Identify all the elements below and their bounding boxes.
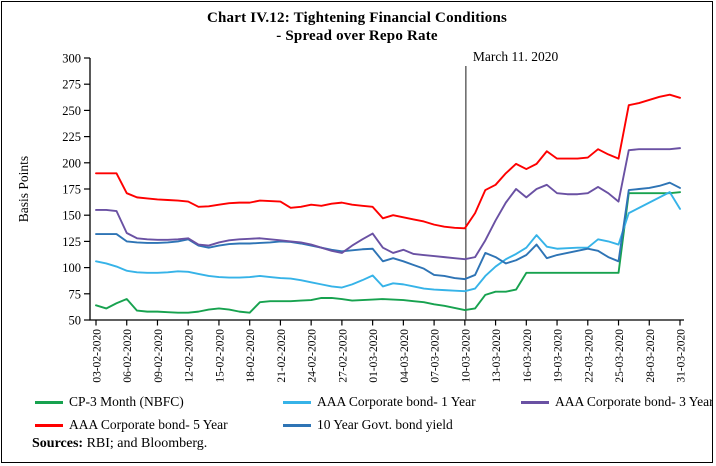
- x-tick-label: 07-03-2020: [430, 329, 442, 383]
- x-tick-label: 16-03-2020: [522, 329, 534, 383]
- x-tick-label: 25-03-2020: [614, 329, 626, 383]
- y-tick-label: 100: [62, 261, 81, 275]
- x-tick-label: 04-03-2020: [399, 329, 411, 383]
- y-tick-label: 75: [69, 287, 82, 301]
- x-tick-label: 12-02-2020: [184, 329, 196, 383]
- x-tick-label: 06-02-2020: [122, 329, 134, 383]
- chart-title-line2: - Spread over Repo Rate: [276, 28, 438, 44]
- y-tick-label: 175: [62, 183, 81, 197]
- x-tick-label: 24-02-2020: [307, 329, 319, 383]
- sources-label: Sources:: [32, 436, 84, 451]
- y-tick-label: 225: [62, 130, 81, 144]
- y-tick-label: 275: [62, 78, 81, 92]
- x-tick-label: 22-03-2020: [583, 329, 595, 383]
- legend-row-2: AAA Corporate bond- 5 Year 10 Year Govt. …: [35, 416, 695, 434]
- legend-label: 10 Year Govt. bond yield: [317, 417, 453, 432]
- legend-item: AAA Corporate bond- 1 Year: [283, 393, 476, 411]
- x-tick-label: 27-02-2020: [337, 329, 349, 383]
- y-tick-label: 50: [69, 314, 82, 328]
- x-tick-label: 31-03-2020: [676, 329, 688, 383]
- x-tick-label: 15-02-2020: [214, 329, 226, 383]
- x-tick-label: 03-02-2020: [92, 329, 104, 383]
- series-line-2: [95, 191, 681, 293]
- legend-line-swatch: [283, 423, 311, 427]
- y-tick-label: 200: [62, 156, 81, 170]
- legend-item: CP-3 Month (NBFC): [35, 393, 184, 411]
- legend-label: CP-3 Month (NBFC): [69, 394, 184, 409]
- x-tick-label: 28-03-2020: [645, 329, 657, 383]
- annotation-label: March 11. 2020: [473, 49, 559, 64]
- series-line-3: [95, 147, 681, 261]
- x-tick-label: 13-03-2020: [491, 329, 503, 383]
- y-tick-label: 250: [62, 104, 81, 118]
- legend-label: AAA Corporate bond- 5 Year: [69, 417, 228, 432]
- legend-item: 10 Year Govt. bond yield: [283, 416, 453, 434]
- y-axis-title: Basis Points: [16, 156, 31, 222]
- legend-line-swatch: [283, 400, 311, 404]
- y-tick-label: 150: [62, 209, 81, 223]
- legend-row-1: CP-3 Month (NBFC) AAA Corporate bond- 1 Y…: [35, 393, 712, 411]
- series-line-4: [95, 93, 681, 230]
- x-tick-label: 18-02-2020: [245, 329, 257, 383]
- sources-text: RBI; and Bloomberg.: [83, 436, 208, 451]
- legend-label: AAA Corporate bond- 3 Year: [555, 394, 713, 409]
- x-tick-label: 09-02-2020: [153, 329, 165, 383]
- x-tick-label: 19-03-2020: [553, 329, 565, 383]
- legend-line-swatch: [35, 400, 63, 404]
- legend-label: AAA Corporate bond- 1 Year: [317, 394, 476, 409]
- sources-note: Sources: RBI; and Bloomberg.: [32, 436, 207, 452]
- series-line-1: [95, 191, 681, 314]
- x-tick-label: 21-02-2020: [276, 329, 288, 383]
- series-line-5: [95, 181, 681, 281]
- x-tick-label: 10-03-2020: [460, 329, 472, 383]
- x-tick-label: 01-03-2020: [368, 329, 380, 383]
- legend-item: AAA Corporate bond- 3 Year: [521, 393, 713, 411]
- legend-line-swatch: [35, 423, 63, 427]
- legend-item: AAA Corporate bond- 5 Year: [35, 416, 228, 434]
- y-tick-label: 125: [62, 235, 81, 249]
- chart-title-line1: Chart IV.12: Tightening Financial Condit…: [206, 10, 508, 26]
- legend-line-swatch: [521, 400, 549, 404]
- y-tick-label: 300: [62, 52, 81, 66]
